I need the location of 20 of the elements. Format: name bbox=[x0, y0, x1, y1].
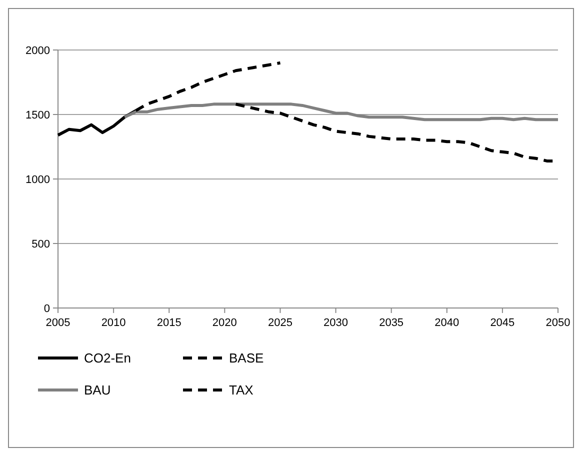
line-series bbox=[123, 102, 560, 122]
x-tick-label: 2035 bbox=[379, 317, 404, 329]
x-tick-label: 2050 bbox=[546, 317, 570, 329]
x-tick-label: 2020 bbox=[212, 317, 237, 329]
legend-label: TAX bbox=[229, 382, 254, 398]
legend-label: BASE bbox=[229, 350, 264, 366]
x-tick-label: 2010 bbox=[101, 317, 126, 329]
x-tick-label: 2025 bbox=[268, 317, 292, 329]
y-tick-label: 1500 bbox=[26, 109, 50, 122]
x-tick-label: 2030 bbox=[324, 317, 348, 329]
y-tick-label: 500 bbox=[32, 238, 50, 250]
y-tick-label: 1000 bbox=[26, 174, 50, 186]
x-tick-label: 2005 bbox=[46, 317, 70, 329]
x-tick-label: 2045 bbox=[490, 317, 515, 329]
x-tick-label: 2015 bbox=[156, 317, 182, 329]
y-tick-label: 2000 bbox=[26, 44, 50, 57]
y-tick-label: 0 bbox=[44, 302, 50, 315]
legend-label: BAU bbox=[84, 382, 111, 398]
x-tick-label: 2040 bbox=[434, 317, 460, 329]
legend-label: CO2-En bbox=[84, 350, 131, 366]
